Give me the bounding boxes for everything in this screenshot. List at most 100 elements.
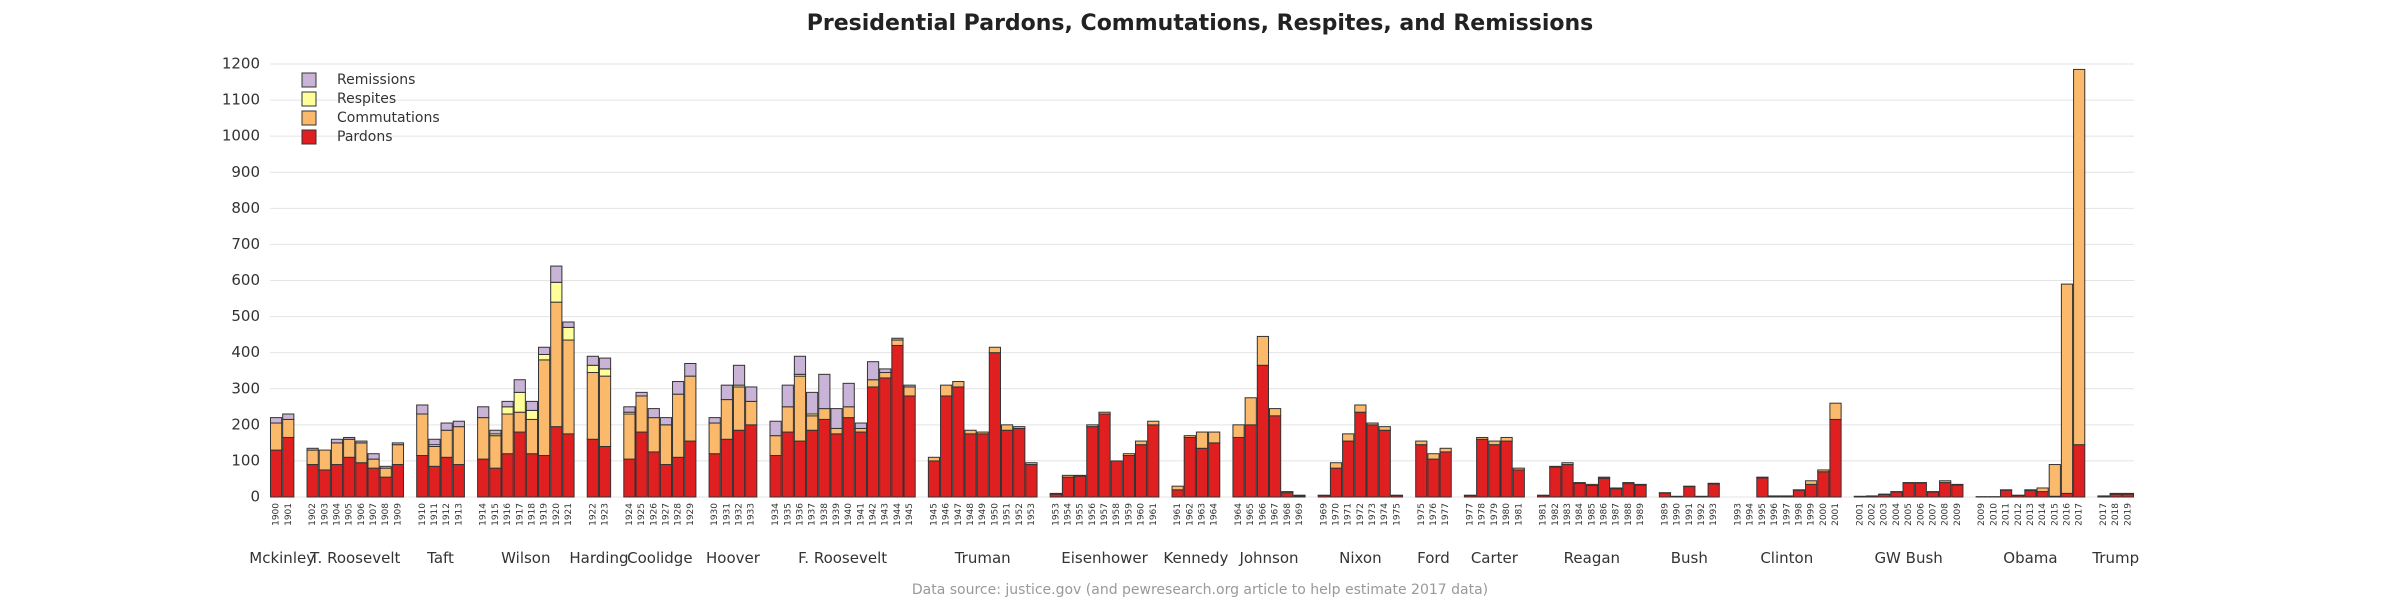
bar-segment (769, 420, 782, 437)
x-tick-label: 2012 (2014, 503, 2024, 526)
bar-segment (1683, 486, 1696, 498)
bar-segment (879, 372, 892, 379)
bar-segment (720, 384, 733, 401)
x-tick-label: 1964 (1210, 503, 1220, 526)
bar-segment (489, 429, 502, 435)
bar-segment (684, 375, 697, 442)
bar-segment (1549, 465, 1562, 468)
group-label: Wilson (501, 549, 550, 567)
bar-segment (940, 384, 953, 397)
x-tick-label: 1910 (418, 503, 428, 526)
bar-segment (550, 281, 563, 303)
bar-segment (489, 435, 502, 469)
bar-segment (866, 386, 880, 498)
bar-segment (903, 384, 916, 388)
bar-segment (1366, 422, 1379, 426)
x-tick-label: 1975 (1417, 503, 1427, 526)
bar-segment (562, 321, 575, 328)
bar-segment (818, 408, 831, 420)
x-tick-label: 1946 (942, 503, 952, 526)
bar-segment (854, 427, 867, 433)
bar-segment (452, 426, 465, 466)
x-tick-label: 1970 (1332, 503, 1342, 526)
bar-segment (842, 382, 855, 408)
x-tick-label: 2014 (2038, 503, 2048, 526)
group-label: Obama (2003, 549, 2057, 567)
bar-segment (1244, 397, 1257, 426)
bar-segment (1439, 447, 1452, 453)
bar-segment (781, 406, 794, 433)
bar-segment (1805, 483, 1818, 498)
y-tick-label: 0 (250, 488, 260, 506)
x-tick-label: 1993 (1734, 503, 1744, 526)
bar-segment (1122, 453, 1136, 457)
bar-segment (1695, 495, 1708, 498)
bar-segment (769, 455, 782, 498)
bar-segment (806, 415, 819, 431)
x-tick-label: 1994 (1746, 503, 1756, 526)
bar-segment (1476, 438, 1489, 498)
bar-segment (708, 422, 721, 455)
bar-segment (732, 364, 746, 386)
bar-segment (1610, 488, 1623, 498)
x-tick-label: 1985 (1587, 503, 1597, 526)
bar-segment (1865, 495, 1879, 498)
bar-segment (562, 326, 575, 341)
bar-segment (769, 435, 782, 457)
y-tick-label: 400 (231, 343, 260, 361)
x-tick-label: 1961 (1173, 503, 1183, 526)
bar-segment (343, 436, 356, 440)
x-tick-label: 1980 (1502, 503, 1512, 526)
bar-segment (793, 375, 807, 442)
x-tick-label: 1964 (1234, 503, 1244, 526)
bar-segment (879, 368, 892, 374)
bar-segment (1195, 447, 1209, 498)
x-tick-label: 2018 (2111, 503, 2121, 526)
bar-segment (501, 400, 514, 408)
bar-segment (598, 445, 612, 498)
x-tick-label: 1905 (345, 503, 355, 526)
y-tick-label: 900 (231, 163, 260, 181)
legend-swatch (301, 110, 317, 126)
bar-segment (1013, 426, 1026, 429)
bar-segment (903, 386, 916, 397)
bar-segment (1634, 483, 1647, 486)
x-tick-label: 1950 (990, 503, 1000, 526)
x-tick-label: 1971 (1344, 503, 1354, 526)
x-tick-label: 1902 (308, 503, 318, 526)
bar-segment (818, 373, 831, 410)
bar-segment (842, 406, 855, 419)
x-tick-label: 1900 (272, 503, 282, 526)
bar-segment (1329, 462, 1343, 469)
x-tick-label: 1999 (1807, 503, 1817, 526)
group-label: Taft (426, 549, 454, 567)
legend-label: Remissions (337, 72, 415, 88)
bar-segment (1049, 492, 1062, 495)
bar-segment (1561, 462, 1574, 466)
x-tick-label: 1973 (1368, 503, 1378, 526)
x-tick-label: 1965 (1246, 503, 1256, 526)
bar-segment (635, 395, 648, 433)
x-tick-label: 1989 (1660, 503, 1670, 526)
x-tick-label: 1926 (649, 503, 659, 526)
x-tick-label: 2003 (1880, 503, 1890, 526)
bar-segment (562, 433, 575, 498)
bar-segment (1658, 492, 1672, 498)
x-tick-label: 1917 (515, 503, 525, 526)
bar-segment (964, 433, 977, 498)
x-tick-label: 2009 (1953, 503, 1963, 526)
bar-segment (330, 438, 344, 444)
bar-segment (1939, 482, 1952, 498)
x-tick-label: 1944 (893, 503, 903, 526)
bar-segment (1512, 467, 1525, 471)
bar-segment (379, 465, 392, 469)
x-tick-label: 1978 (1478, 503, 1488, 526)
bar-segment (2024, 490, 2037, 498)
bar-segment (1610, 487, 1623, 490)
x-tick-label: 1969 (1319, 503, 1329, 526)
x-tick-label: 1966 (1258, 503, 1268, 526)
bar-segment (806, 391, 819, 415)
bar-segment (1573, 482, 1586, 498)
bar-segment (1281, 492, 1294, 498)
group-label: Reagan (1564, 549, 1620, 567)
